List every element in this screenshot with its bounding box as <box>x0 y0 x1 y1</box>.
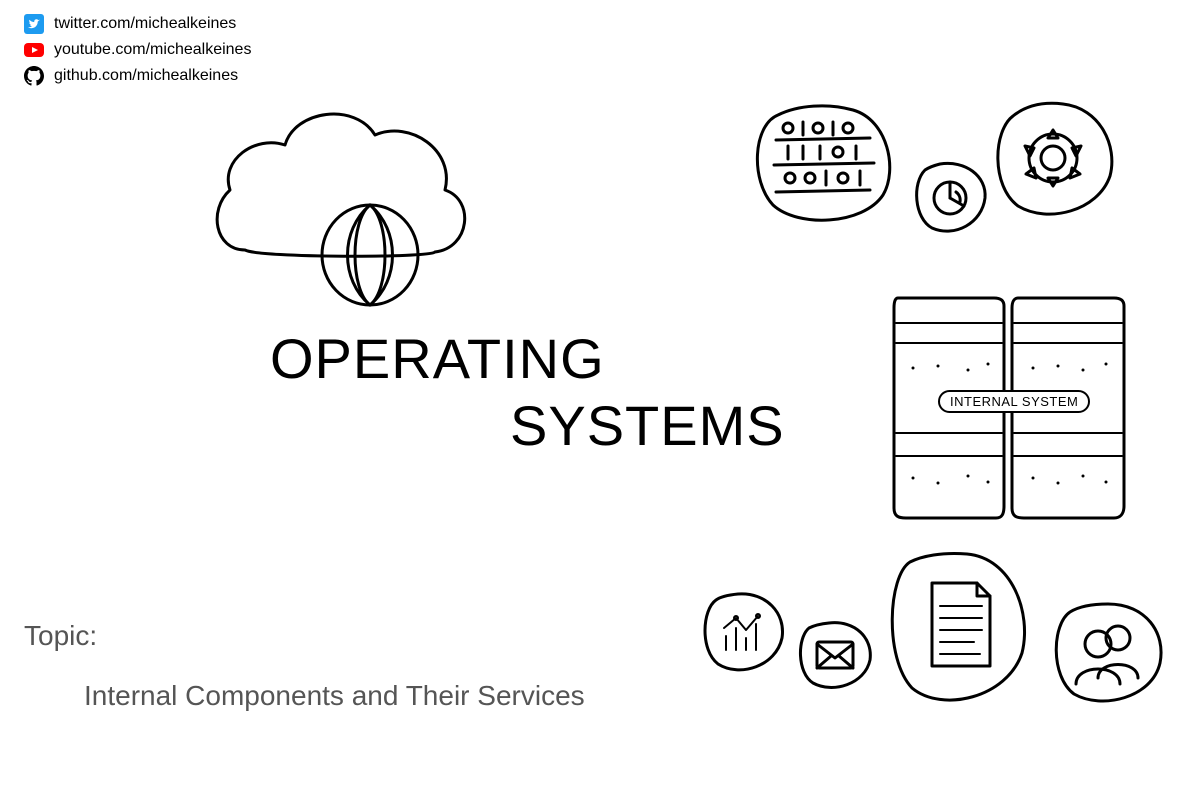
pie-blob-doodle <box>910 158 990 243</box>
twitter-url: twitter.com/michealkeines <box>54 15 236 33</box>
twitter-icon <box>24 14 44 34</box>
youtube-link[interactable]: youtube.com/michealkeines <box>24 40 251 60</box>
people-blob-doodle <box>1048 598 1168 713</box>
main-title: OPERATING SYSTEMS <box>270 330 785 456</box>
github-url: github.com/michealkeines <box>54 67 238 85</box>
social-links: twitter.com/michealkeines youtube.com/mi… <box>24 14 251 86</box>
gear-blob-doodle <box>988 96 1118 231</box>
server-rack-doodle: INTERNAL SYSTEM <box>878 288 1138 533</box>
cloud-sphere-doodle <box>200 90 490 325</box>
github-link[interactable]: github.com/michealkeines <box>24 66 251 86</box>
binary-blob-doodle <box>748 100 898 235</box>
youtube-icon <box>24 40 44 60</box>
title-line-2: SYSTEMS <box>510 397 785 456</box>
twitter-link[interactable]: twitter.com/michealkeines <box>24 14 251 34</box>
topic-label: Topic: <box>24 620 585 652</box>
github-icon <box>24 66 44 86</box>
document-blob-doodle <box>882 548 1032 713</box>
title-line-1: OPERATING <box>270 330 785 389</box>
youtube-url: youtube.com/michealkeines <box>54 41 251 59</box>
topic-block: Topic: Internal Components and Their Ser… <box>24 620 585 712</box>
mail-blob-doodle <box>795 618 875 698</box>
chart-blob-doodle <box>698 588 788 683</box>
topic-text: Internal Components and Their Services <box>84 680 585 712</box>
server-label: INTERNAL SYSTEM <box>938 390 1090 413</box>
